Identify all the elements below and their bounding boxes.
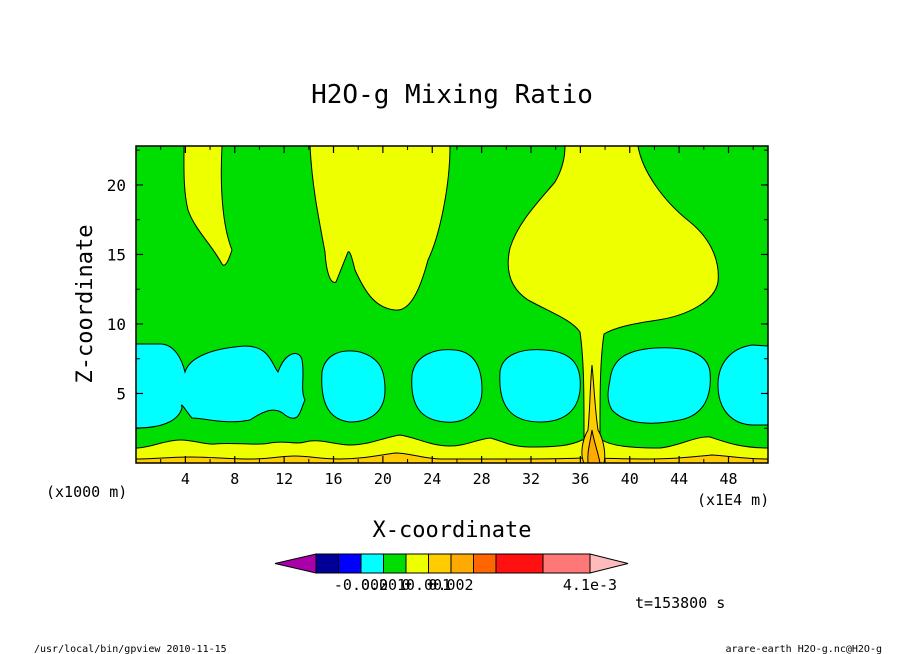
colorbar-segment [542,553,591,574]
yellow-plume-mid [309,145,451,311]
x-axis-ticks: 4 8 12 16 20 24 28 32 36 40 44 48 [160,146,754,488]
colorbar-segment [338,553,362,574]
y-tick-label: 15 [107,245,126,264]
y-tick-label: 10 [107,315,126,334]
x-axis-label: X-coordinate [373,518,532,543]
x-tick-label: 48 [719,470,737,488]
x-tick-label: 36 [571,470,589,488]
colorbar-segment [495,553,544,574]
colorbar-label: 0.002 [428,576,473,594]
colorbar-segment [383,553,407,574]
y-axis-ticks: 5 10 15 20 [107,149,768,429]
x-tick-label: 40 [621,470,639,488]
plot-area [135,145,769,464]
x-tick-label: 12 [275,470,293,488]
cyan-region-6 [717,344,769,426]
cyan-region-5 [607,347,711,424]
cyan-region-3 [411,349,483,423]
yellow-plume-left [183,145,233,266]
colorbar-segment [315,553,339,574]
x-tick-label: 8 [230,470,239,488]
colorbar-label: -0.002 [334,576,388,594]
colorbar-segment [473,553,497,574]
x-unit-left: (x1000 m) [46,483,127,501]
colorbar-low-arrow [274,553,317,574]
y-tick-label: 20 [107,176,126,195]
yellow-plume-tower [507,145,719,464]
y-axis-label: Z-coordinate [73,225,98,384]
x-tick-label: 32 [522,470,540,488]
colorbar-high-arrow [589,553,629,574]
time-label: t=153800 s [635,594,725,612]
colorbar-label: 4.1e-3 [563,576,617,594]
footer-right: arare-earth_H2O-g.nc@H2O-g [725,644,882,654]
cyan-region-1 [135,343,306,429]
colorbar-label: 0.001 [406,576,451,594]
chart-title: H2O-g Mixing Ratio [311,80,593,110]
colorbar-segment [405,553,429,574]
plot-frame [135,145,769,464]
cyan-region-4 [499,349,581,423]
x-tick-label: 44 [670,470,688,488]
colorbar-segment [450,553,474,574]
x-tick-label: 16 [324,470,342,488]
x-tick-label: 24 [423,470,441,488]
colorbar-segment [428,553,452,574]
cyan-region-2 [321,350,386,423]
colorbar-label: 0 [401,576,410,594]
orange-core-inner [587,429,601,464]
x-unit-right: (x1E4 m) [697,491,769,509]
x-tick-label: 28 [473,470,491,488]
x-tick-label: 20 [374,470,392,488]
x-tick-label: 4 [181,470,190,488]
orange-lower-band [135,452,769,464]
colorbar-segment [360,553,384,574]
footer-left: /usr/local/bin/gpview 2010-11-15 [34,644,227,654]
orange-core-outer [581,364,606,464]
colorbar-label: 0.001 [361,576,406,594]
y-tick-label: 5 [116,384,126,403]
